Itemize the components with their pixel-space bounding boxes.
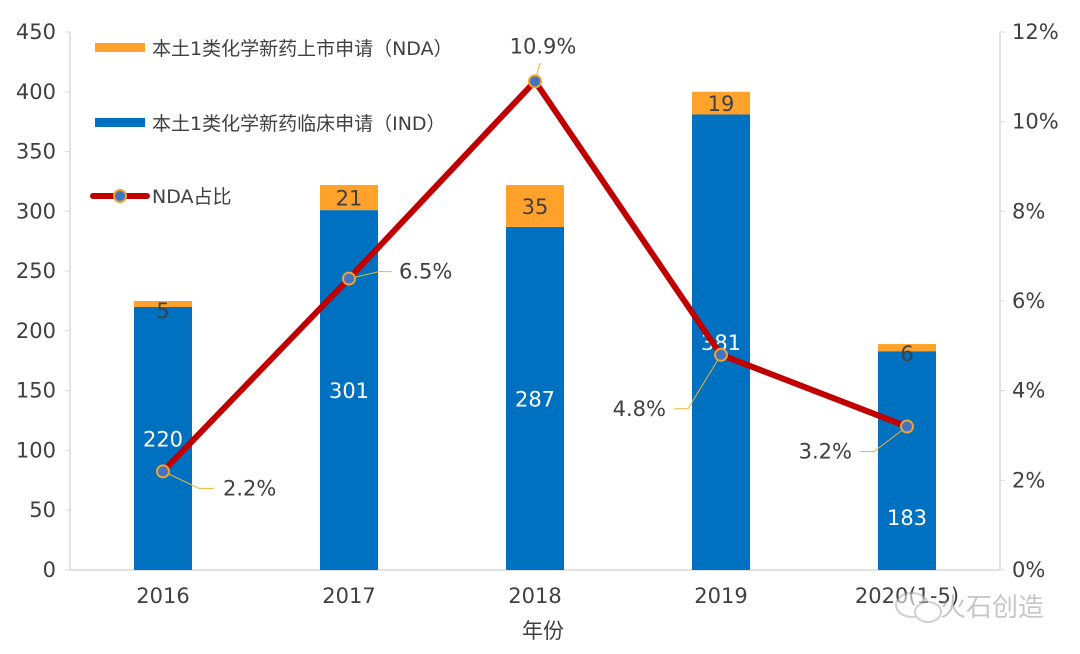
y-tick-label: 250: [16, 259, 56, 283]
y2-tick-label: 12%: [1012, 20, 1059, 44]
bar-nda: [134, 301, 192, 307]
x-tick-label: 2019: [694, 584, 747, 608]
y-tick-label: 50: [29, 498, 56, 522]
line-label: 6.5%: [399, 260, 452, 284]
y2-tick-label: 6%: [1012, 289, 1045, 313]
bar-label-nda: 35: [522, 195, 549, 219]
bar-ind: [878, 351, 936, 570]
x-tick-label: 2016: [136, 584, 189, 608]
svg-text:火石创造: 火石创造: [940, 593, 1044, 623]
bar-label-ind: 220: [143, 427, 183, 451]
bar-nda: [506, 185, 564, 227]
bar-label-ind: 183: [887, 506, 927, 530]
bar-ind: [320, 210, 378, 571]
legend-swatch-ind: [95, 118, 145, 127]
bar-label-ind: 287: [515, 387, 555, 411]
bar-ind: [692, 114, 750, 570]
y-tick-label: 300: [16, 199, 56, 223]
y2-tick-label: 10%: [1012, 110, 1059, 134]
line-label: 10.9%: [510, 34, 577, 58]
bar-label-ind: 301: [329, 379, 369, 403]
y2-tick-label: 2%: [1012, 468, 1045, 492]
x-tick-label: 2017: [322, 584, 375, 608]
leader-line: [674, 354, 722, 410]
y-tick-label: 200: [16, 319, 56, 343]
y2-tick-label: 4%: [1012, 379, 1045, 403]
legend-label-nda: 本土1类化学新药上市申请（NDA）: [152, 38, 453, 60]
bar-ind: [506, 226, 564, 570]
legend-label-ind: 本土1类化学新药临床申请（IND）: [152, 113, 446, 135]
legend-label-line: NDA占比: [152, 186, 232, 208]
y-tick-label: 400: [16, 80, 56, 104]
y2-tick-label: 0%: [1012, 558, 1045, 582]
bar-label-nda: 5: [156, 299, 169, 323]
line-label: 2.2%: [223, 476, 276, 500]
y-tick-label: 350: [16, 140, 56, 164]
x-axis-label: 年份: [522, 619, 564, 643]
leader-line: [348, 271, 392, 280]
y-tick-label: 150: [16, 379, 56, 403]
legend-marker: [113, 189, 127, 203]
bar-nda: [692, 91, 750, 115]
line-label: 3.2%: [799, 440, 852, 464]
y-tick-label: 0: [43, 558, 56, 582]
y-tick-label: 450: [16, 20, 56, 44]
legend-swatch-nda: [95, 43, 145, 52]
bar-label-nda: 6: [900, 342, 913, 366]
leader-line: [860, 426, 908, 453]
bar-label-nda: 21: [336, 187, 363, 211]
line-marker: [528, 74, 542, 89]
line-marker: [156, 464, 170, 479]
y2-tick-label: 8%: [1012, 199, 1045, 223]
x-tick-label: 2018: [508, 584, 561, 608]
line-marker: [342, 271, 356, 286]
bar-ind: [134, 306, 192, 570]
watermark: 火石创造: [895, 592, 1044, 623]
line-marker: [714, 347, 728, 362]
line-label: 4.8%: [613, 397, 666, 421]
y-tick-label: 100: [16, 438, 56, 462]
line-marker: [900, 419, 914, 434]
bar-nda: [320, 185, 378, 211]
bar-nda: [878, 344, 936, 352]
leader-line: [162, 470, 214, 489]
bar-label-nda: 19: [708, 92, 735, 116]
